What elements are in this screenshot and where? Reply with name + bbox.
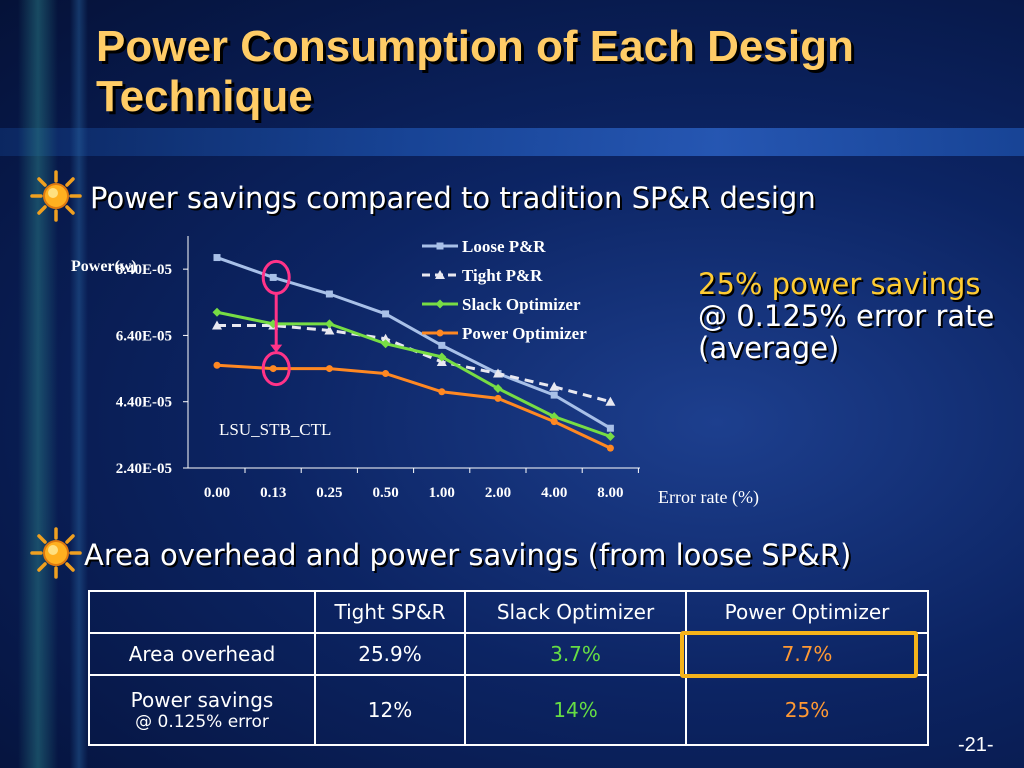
y-tick-label: 2.40E-05 (116, 461, 172, 477)
x-tick-label: 0.00 (204, 485, 230, 501)
bullet-1-text: Power savings compared to tradition SP&R… (90, 181, 816, 215)
table-header-row: Tight SP&R Slack Optimizer Power Optimiz… (88, 590, 929, 634)
savings-note-rest: @ 0.125% error rate (average) (698, 299, 995, 365)
comparison-table: Tight SP&R Slack Optimizer Power Optimiz… (88, 590, 929, 746)
x-tick-label: 0.50 (372, 485, 398, 501)
table-cell: 25% (685, 674, 929, 746)
data-point (382, 370, 390, 378)
series-line-slack-optimizer (216, 310, 611, 438)
x-tick-label: 4.00 (541, 485, 567, 501)
data-point (550, 418, 558, 426)
data-point (212, 307, 222, 317)
data-point (493, 368, 503, 378)
table-header-cell: Slack Optimizer (464, 590, 687, 634)
data-point (213, 361, 221, 369)
y-tick-label: 8.40E-05 (116, 262, 172, 278)
legend-entry: Loose P&R (462, 237, 546, 256)
data-point (381, 339, 391, 349)
data-point (269, 365, 277, 373)
legend-marker (436, 329, 444, 337)
legend-marker (435, 270, 445, 279)
data-point (494, 394, 502, 402)
data-point (438, 341, 446, 349)
savings-note-highlight: 25% power savings (698, 267, 981, 301)
bullet-2: Area overhead and power savings (from lo… (30, 527, 851, 583)
legend-marker (436, 242, 444, 250)
sun-icon (30, 170, 82, 226)
table-row: Power savings @ 0.125% error 12% 14% 25% (88, 674, 929, 746)
data-point (493, 383, 503, 393)
data-point (212, 320, 222, 330)
x-axis-label: Error rate (%) (658, 487, 759, 508)
header-band (0, 128, 1024, 156)
page-number: -21- (958, 734, 994, 756)
bullet-1: Power savings compared to tradition SP&R… (30, 170, 816, 226)
data-point (382, 310, 390, 318)
data-point (549, 412, 559, 422)
data-point (606, 444, 614, 452)
legend-marker (435, 299, 445, 309)
data-point (325, 365, 333, 373)
y-axis-label: Power(w) (71, 258, 137, 275)
x-tick-label: 1.00 (429, 485, 455, 501)
y-tick-label: 4.40E-05 (116, 395, 172, 411)
data-point (325, 290, 333, 298)
left-band (18, 0, 58, 768)
data-point (269, 273, 277, 281)
data-point (437, 352, 447, 362)
data-point (606, 424, 614, 432)
row-label-main: Power savings (130, 688, 274, 712)
table-header-cell: Power Optimizer (685, 590, 929, 634)
legend-entry: Power Optimizer (462, 324, 587, 343)
row-label: Power savings @ 0.125% error (88, 674, 316, 746)
table-cell: 25.9% (314, 632, 466, 676)
savings-note: 25% power savings @ 0.125% error rate (a… (698, 268, 998, 364)
left-band-2 (70, 0, 88, 768)
row-label: Area overhead (88, 632, 316, 676)
highlight-box (680, 631, 918, 678)
chart-annotation: LSU_STB_CTL (219, 420, 331, 439)
bullet-2-text: Area overhead and power savings (from lo… (84, 538, 852, 572)
x-tick-label: 8.00 (597, 485, 623, 501)
table-cell: 12% (314, 674, 466, 746)
highlight-arrow-head (270, 344, 283, 353)
table-row: Area overhead 25.9% 3.7% 7.7% (88, 632, 929, 676)
data-point (605, 432, 615, 442)
y-tick-label: 6.40E-05 (116, 328, 172, 344)
series-line-power-optimizer (216, 363, 612, 450)
slide-title: Power Consumption of Each Design Techniq… (96, 22, 854, 121)
data-point (550, 391, 558, 399)
x-tick-label: 0.25 (316, 485, 342, 501)
data-point (380, 333, 391, 343)
legend-entry: Tight P&R (462, 266, 543, 285)
series-line-loose-p-r (216, 256, 612, 430)
x-tick-label: 2.00 (485, 485, 511, 501)
table-cell: 14% (464, 674, 687, 746)
sun-icon (30, 527, 82, 583)
data-point (438, 388, 446, 396)
table-header-cell (88, 590, 316, 634)
table-header-cell: Tight SP&R (314, 590, 466, 634)
row-label-sub: @ 0.125% error (135, 712, 269, 732)
data-point (605, 396, 616, 406)
legend-entry: Slack Optimizer (462, 295, 581, 314)
data-point (324, 325, 335, 335)
data-point (213, 254, 221, 262)
data-point (324, 319, 334, 329)
data-point (549, 381, 560, 391)
x-tick-label: 0.13 (260, 485, 286, 501)
table-cell: 3.7% (464, 632, 687, 676)
